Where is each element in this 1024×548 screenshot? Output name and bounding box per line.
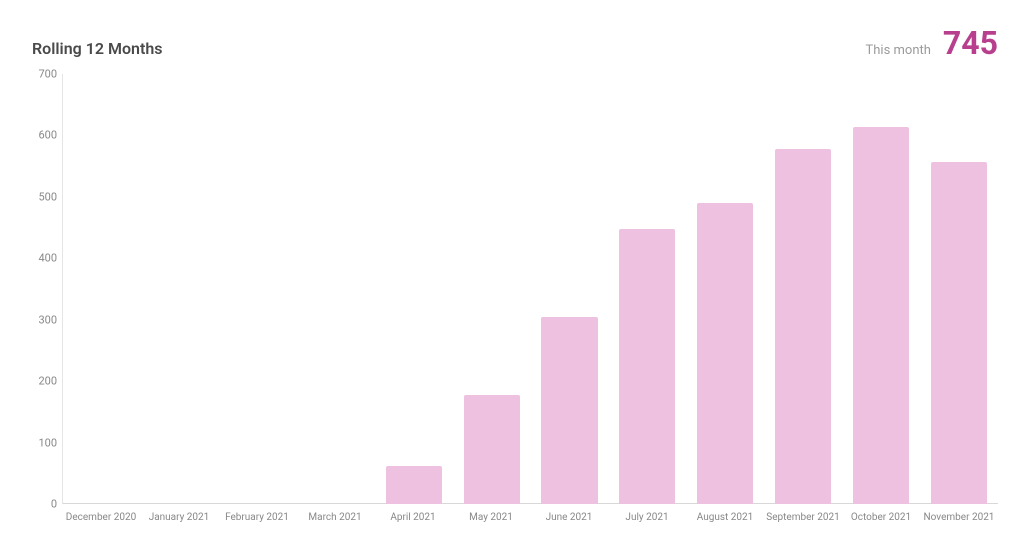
- bar-slot: [297, 74, 375, 504]
- bar-slot: [141, 74, 219, 504]
- y-tick-label: 500: [29, 190, 57, 203]
- y-tick-label: 100: [29, 436, 57, 449]
- x-tick-label: November 2021: [920, 512, 998, 523]
- x-tick-label: March 2021: [296, 512, 374, 523]
- x-tick-label: May 2021: [452, 512, 530, 523]
- x-tick-label: October 2021: [842, 512, 920, 523]
- bar-slot: [531, 74, 609, 504]
- bar-chart: 0100200300400500600700 December 2020Janu…: [26, 74, 998, 532]
- chart-title: Rolling 12 Months: [26, 39, 162, 58]
- x-tick-label: February 2021: [218, 512, 296, 523]
- bar-slot: [375, 74, 453, 504]
- x-tick-label: September 2021: [764, 512, 842, 523]
- chart-card: Rolling 12 Months This month 745 0100200…: [0, 0, 1024, 548]
- bar: [853, 127, 909, 504]
- metric-value: 745: [943, 24, 998, 62]
- x-tick-label: April 2021: [374, 512, 452, 523]
- bar: [697, 203, 753, 504]
- y-tick-label: 400: [29, 252, 57, 265]
- y-tick-label: 200: [29, 375, 57, 388]
- y-tick-label: 600: [29, 129, 57, 142]
- bar-slot: [453, 74, 531, 504]
- x-tick-label: June 2021: [530, 512, 608, 523]
- bar: [386, 466, 442, 504]
- y-tick-label: 300: [29, 313, 57, 326]
- bar: [541, 317, 597, 504]
- x-tick-label: August 2021: [686, 512, 764, 523]
- bar-slot: [608, 74, 686, 504]
- bar-slot: [219, 74, 297, 504]
- bar: [931, 162, 987, 504]
- bar: [775, 149, 831, 504]
- plot-area: 0100200300400500600700: [62, 74, 998, 504]
- bar-slot: [920, 74, 998, 504]
- x-axis-labels: December 2020January 2021February 2021Ma…: [62, 512, 998, 523]
- x-tick-label: December 2020: [62, 512, 140, 523]
- x-tick-label: January 2021: [140, 512, 218, 523]
- bar-slot: [686, 74, 764, 504]
- x-tick-label: July 2021: [608, 512, 686, 523]
- chart-header: Rolling 12 Months This month 745: [26, 24, 998, 62]
- y-tick-label: 0: [29, 498, 57, 511]
- y-tick-label: 700: [29, 68, 57, 81]
- metric: This month 745: [866, 24, 999, 62]
- bar: [619, 229, 675, 504]
- bar-slot: [764, 74, 842, 504]
- bars-container: [63, 74, 998, 504]
- bar: [464, 395, 520, 504]
- metric-label: This month: [866, 43, 931, 58]
- bar-slot: [842, 74, 920, 504]
- bar-slot: [63, 74, 141, 504]
